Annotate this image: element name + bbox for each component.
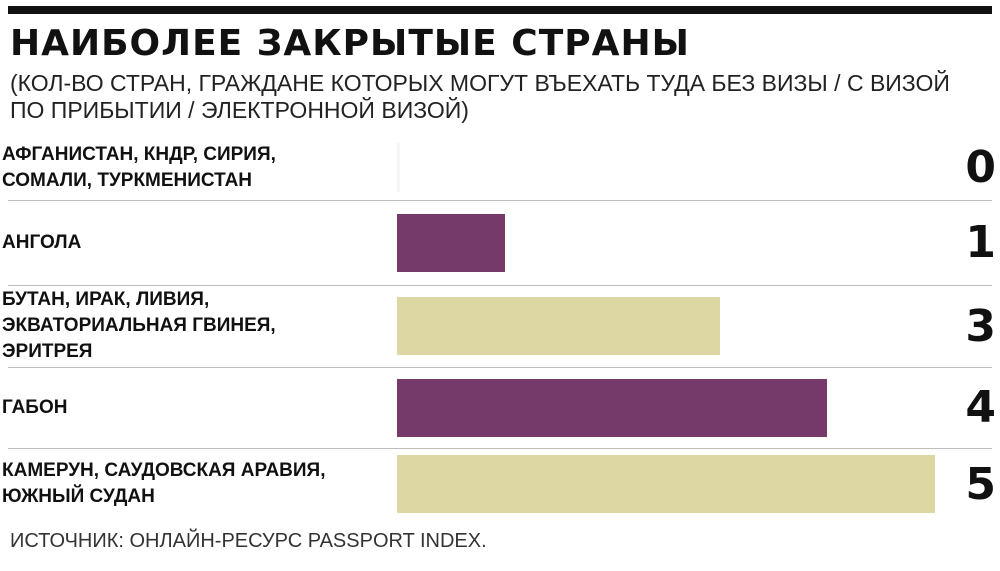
- category-label-line: ГАБОН: [2, 396, 68, 418]
- value-label: 1: [965, 217, 996, 268]
- value-label: 5: [965, 458, 996, 510]
- category-label: ГАБОН: [2, 367, 382, 448]
- bar: [397, 213, 505, 272]
- row-divider: [8, 448, 992, 449]
- top-rule: [8, 6, 992, 14]
- category-label: АФГАНИСТАН, КНДР, СИРИЯ, СОМАЛИ, ТУРКМЕНИ…: [2, 135, 382, 200]
- chart-subtitle: (КОЛ-ВО СТРАН, ГРАЖДАНЕ КОТОРЫХ МОГУТ ВЪ…: [10, 70, 950, 123]
- chart-title: НАИБОЛЕЕ ЗАКРЫТЫЕ СТРАНЫ: [10, 23, 690, 64]
- row-divider: [8, 285, 992, 286]
- category-label-line: КАМЕРУН, САУДОВСКАЯ АРАВИЯ,: [2, 460, 326, 481]
- row-divider: [8, 367, 992, 368]
- category-label-line: ЭРИТРЕЯ: [2, 341, 93, 362]
- category-label: АНГОЛА: [2, 200, 382, 285]
- category-label-line: АФГАНИСТАН, КНДР, СИРИЯ,: [2, 143, 276, 165]
- row-divider: [8, 200, 992, 201]
- category-label-line: ЭКВАТОРИАЛЬНАЯ ГВИНЕЯ,: [2, 315, 276, 336]
- source-note: ИСТОЧНИК: ОНЛАЙН-РЕСУРС PASSPORT INDEX.: [10, 530, 487, 552]
- category-label-line: АНГОЛА: [2, 231, 82, 253]
- category-label: КАМЕРУН, САУДОВСКАЯ АРАВИЯ, ЮЖНЫЙ СУДАН: [2, 448, 382, 520]
- category-label-line: ЮЖНЫЙ СУДАН: [2, 486, 155, 507]
- category-label: БУТАН, ИРАК, ЛИВИЯ, ЭКВАТОРИАЛЬНАЯ ГВИНЕЯ…: [2, 285, 382, 367]
- bar: [397, 143, 400, 192]
- category-label-line: БУТАН, ИРАК, ЛИВИЯ,: [2, 289, 210, 310]
- category-label-line: СОМАЛИ, ТУРКМЕНИСТАН: [2, 169, 253, 191]
- bar: [397, 378, 827, 437]
- value-label: 4: [965, 382, 996, 433]
- bar: [397, 297, 720, 355]
- value-label: 0: [965, 142, 996, 193]
- bar-chart: АФГАНИСТАН, КНДР, СИРИЯ, СОМАЛИ, ТУРКМЕНИ…: [0, 135, 1000, 520]
- value-label: 3: [965, 300, 996, 352]
- bar: [397, 455, 935, 513]
